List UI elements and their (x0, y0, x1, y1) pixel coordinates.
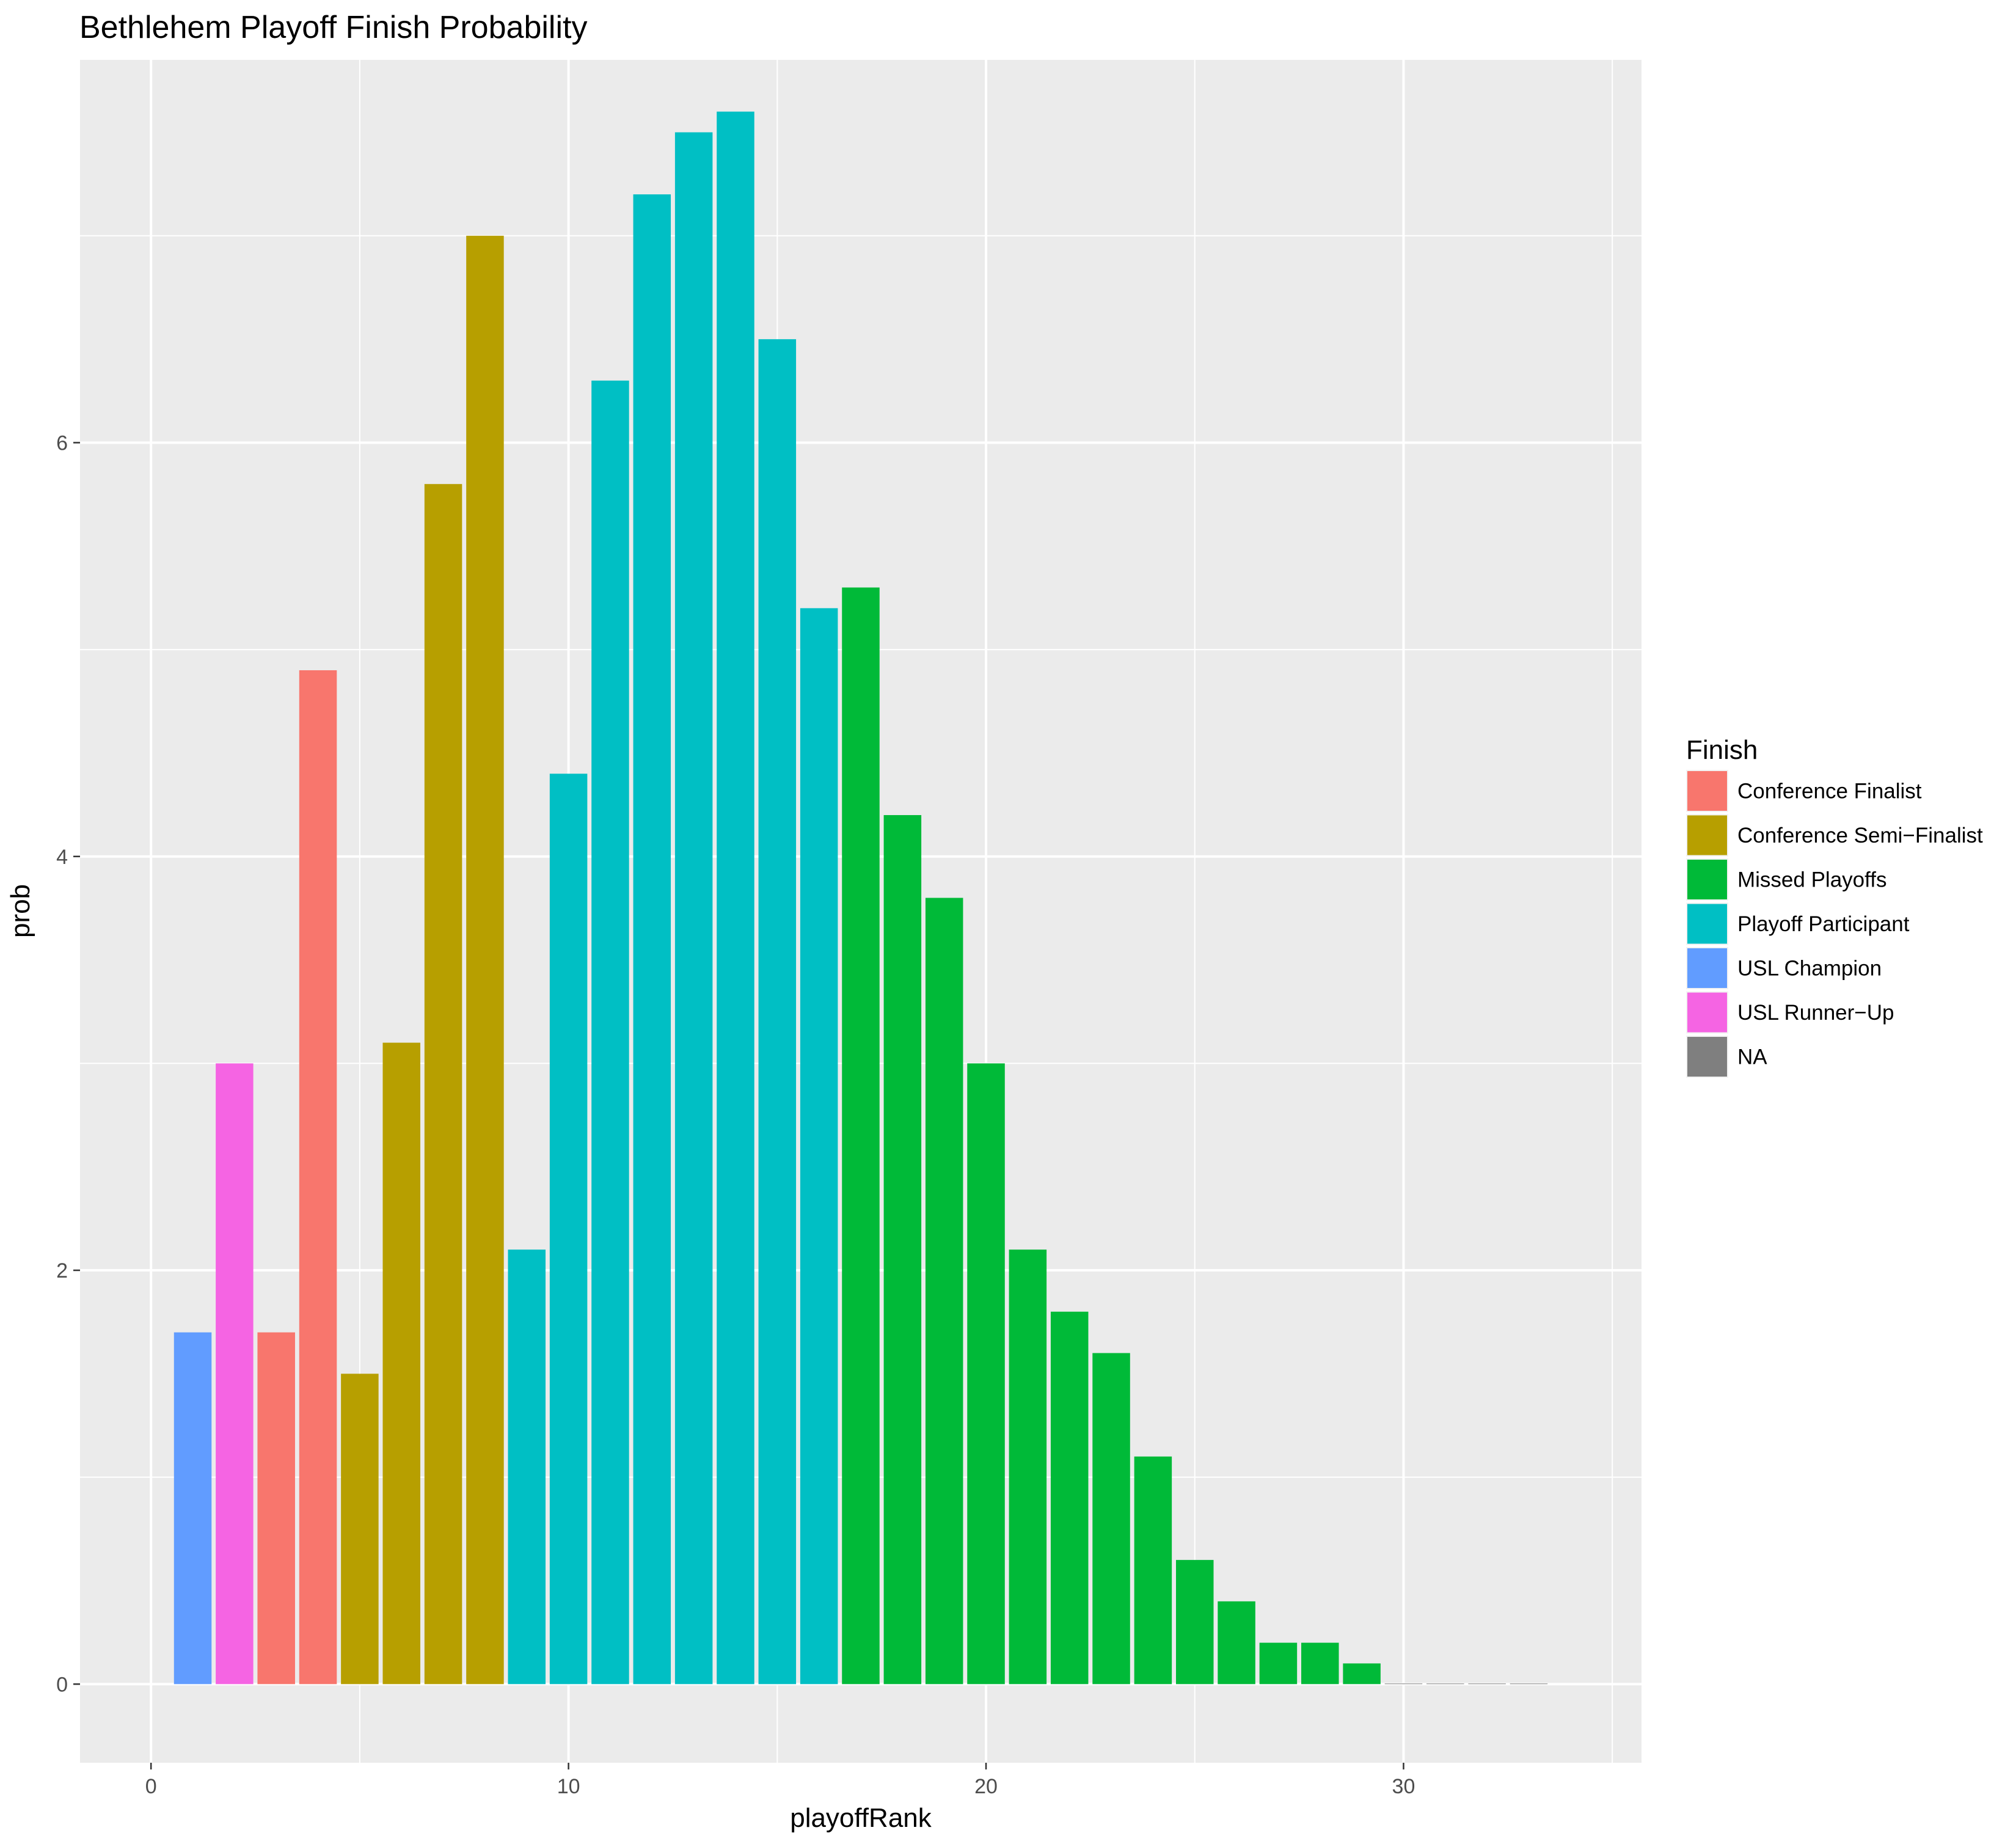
legend: Finish Conference Finalist Conference Sem… (1686, 735, 1983, 1078)
x-tick-label: 30 (1392, 1775, 1415, 1798)
bar (341, 1374, 379, 1685)
bar (299, 670, 337, 1685)
bar (549, 774, 588, 1685)
legend-label: USL Champion (1737, 957, 1882, 981)
bar (1218, 1601, 1255, 1685)
bar (1092, 1353, 1130, 1685)
legend-swatch (1687, 992, 1727, 1033)
legend-label: USL Runner−Up (1737, 1001, 1894, 1025)
y-tick-label: 2 (56, 1259, 68, 1282)
y-tick-label: 6 (56, 431, 68, 455)
chart-title: Bethlehem Playoff Finish Probability (79, 10, 587, 45)
bar (173, 1332, 212, 1685)
bar (1009, 1249, 1047, 1685)
legend-label: Conference Semi−Finalist (1737, 824, 1983, 847)
bar (1259, 1642, 1298, 1685)
x-axis-title: playoffRank (790, 1803, 932, 1833)
bar (1510, 1683, 1548, 1685)
legend-label: NA (1737, 1045, 1767, 1069)
y-tick-label: 0 (56, 1673, 68, 1696)
bar (216, 1063, 254, 1685)
bar (633, 194, 671, 1685)
bar (466, 235, 504, 1685)
bar (800, 608, 838, 1685)
x-axis: 0 10 20 30 (145, 1763, 1415, 1798)
legend-label: Conference Finalist (1737, 780, 1922, 803)
bar (508, 1249, 546, 1685)
legend-label: Missed Playoffs (1737, 868, 1886, 892)
x-tick-label: 10 (557, 1775, 580, 1798)
legend-swatch (1687, 1037, 1727, 1077)
legend-swatch (1687, 860, 1727, 899)
bar (1134, 1456, 1172, 1685)
bar (1050, 1311, 1089, 1685)
bar (1343, 1663, 1381, 1685)
legend-swatch (1687, 904, 1727, 944)
y-axis: 0 2 4 6 (56, 431, 80, 1696)
legend-swatch (1687, 815, 1727, 855)
bar (758, 339, 797, 1685)
bar (842, 587, 880, 1685)
bar (382, 1042, 420, 1685)
bar (925, 898, 963, 1685)
bar (1301, 1642, 1339, 1685)
legend-label: Playoff Participant (1737, 912, 1910, 936)
bar (1426, 1683, 1464, 1685)
bar (674, 132, 713, 1685)
legend-swatch (1687, 948, 1727, 988)
bar (717, 111, 754, 1685)
x-tick-label: 0 (145, 1775, 157, 1798)
bar (424, 484, 462, 1685)
bar (257, 1332, 295, 1685)
legend-entries: Conference Finalist Conference Semi−Final… (1686, 770, 1983, 1078)
bar (591, 380, 629, 1685)
bar (1468, 1683, 1506, 1685)
bar (967, 1063, 1005, 1685)
bar (883, 815, 922, 1685)
y-axis-title: prob (5, 884, 35, 938)
legend-title: Finish (1686, 735, 1758, 765)
legend-swatch (1687, 771, 1727, 811)
bar (1175, 1560, 1214, 1685)
bar (1384, 1683, 1423, 1685)
bars (173, 111, 1548, 1685)
y-tick-label: 4 (56, 846, 68, 869)
x-tick-label: 20 (974, 1775, 998, 1798)
